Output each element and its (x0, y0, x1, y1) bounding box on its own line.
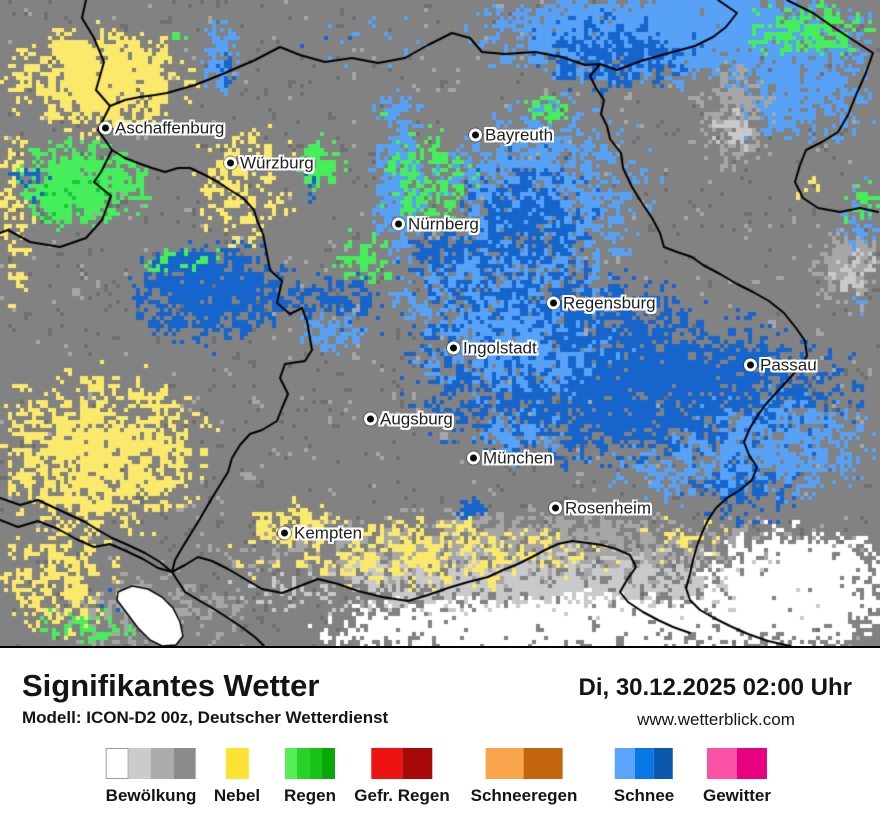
legend-item-regen: Regen (284, 748, 336, 806)
city-marker-icon (469, 128, 482, 142)
city-marker-icon (447, 341, 460, 355)
legend-color-segment (128, 748, 151, 779)
legend-swatch-bewoelkung (105, 748, 196, 779)
city-label-passau: Passau (760, 355, 817, 375)
legend-swatch-gefr-regen (371, 748, 433, 779)
legend-color-segment (150, 748, 174, 779)
city-label-bayreuth: Bayreuth (485, 125, 554, 145)
city-label-augsburg: Augsburg (380, 409, 453, 429)
model-label: Modell: ICON-D2 00z, Deutscher Wetterdie… (22, 708, 389, 727)
legend-color-segment (105, 748, 129, 779)
legend-color-segment (322, 748, 335, 779)
legend-color-segment (523, 748, 563, 779)
weather-map: Aschaffenburg Würzburg Bayreuth Nürnberg Reg… (0, 0, 880, 648)
legend-item-gewitter: Gewitter (703, 748, 771, 806)
city-bayreuth: Bayreuth (469, 127, 553, 144)
city-marker-icon (278, 526, 291, 540)
legend-row: Bewölkung Nebel Regen Gefr. Regen Schneerege… (0, 748, 880, 818)
weather-map-canvas (0, 0, 880, 646)
city-marker-icon (547, 296, 560, 310)
city-rosenheim: Rosenheim (549, 500, 651, 517)
legend-label-nebel: Nebel (213, 786, 261, 805)
city-nuernberg: Nürnberg (392, 216, 479, 233)
city-marker-icon (549, 501, 562, 515)
city-marker-icon (364, 412, 377, 426)
city-label-regensburg: Regensburg (563, 293, 656, 313)
caption-bar: Signifikantes Wetter Di, 30.12.2025 02:0… (0, 648, 880, 830)
legend-swatch-nebel (225, 748, 249, 779)
legend-label-gewitter: Gewitter (702, 786, 772, 805)
city-label-kempten: Kempten (294, 523, 363, 543)
legend-color-segment (297, 748, 310, 779)
city-marker-icon (467, 451, 480, 465)
city-label-wuerzburg: Würzburg (240, 153, 314, 173)
city-regensburg: Regensburg (547, 295, 656, 312)
city-augsburg: Augsburg (364, 411, 453, 428)
city-label-rosenheim: Rosenheim (565, 498, 651, 518)
city-ingolstadt: Ingolstadt (447, 340, 537, 357)
legend-swatch-regen (285, 748, 335, 779)
city-label-ingolstadt: Ingolstadt (463, 338, 537, 358)
legend-item-nebel: Nebel (214, 748, 260, 806)
legend-label-schneeregen: Schneeregen (470, 786, 578, 805)
city-muenchen: München (467, 450, 553, 467)
legend-label-gefr-regen: Gefr. Regen (354, 786, 450, 805)
city-marker-icon (224, 156, 237, 170)
city-kempten: Kempten (278, 525, 362, 542)
legend-color-segment (485, 748, 524, 779)
legend-item-schnee: Schnee (614, 748, 674, 806)
legend-color-segment (653, 748, 673, 779)
legend-item-bewoelkung: Bewölkung (105, 748, 197, 806)
legend-label-bewoelkung: Bewölkung (105, 786, 197, 805)
city-aschaffenburg: Aschaffenburg (99, 120, 224, 137)
legend-color-segment (614, 748, 635, 779)
city-marker-icon (744, 358, 757, 372)
legend-color-segment (707, 748, 737, 779)
legend-color-segment (371, 748, 402, 779)
legend-label-regen: Regen (284, 786, 336, 805)
page-title: Signifikantes Wetter (22, 668, 320, 703)
legend-item-schneeregen: Schneeregen (470, 748, 578, 806)
legend-color-segment (401, 748, 433, 779)
legend-label-schnee: Schnee (613, 786, 675, 805)
city-label-aschaffenburg: Aschaffenburg (115, 118, 225, 138)
legend-color-segment (310, 748, 323, 779)
city-marker-icon (99, 121, 112, 135)
legend-swatch-gewitter (707, 748, 767, 779)
legend-color-segment (173, 748, 196, 779)
city-wuerzburg: Würzburg (224, 155, 314, 172)
city-label-muenchen: München (483, 448, 553, 468)
city-label-nuernberg: Nürnberg (408, 214, 479, 234)
legend-color-segment (225, 748, 249, 779)
legend-item-gefr-regen: Gefr. Regen (354, 748, 450, 806)
legend-swatch-schneeregen (485, 748, 563, 779)
datetime-label: Di, 30.12.2025 02:00 Uhr (578, 674, 852, 701)
legend-swatch-schnee (614, 748, 673, 779)
legend-color-segment (285, 748, 298, 779)
legend-color-segment (634, 748, 654, 779)
city-marker-icon (392, 217, 405, 231)
legend-color-segment (737, 748, 767, 779)
website-label: www.wetterblick.com (637, 710, 795, 729)
city-passau: Passau (744, 357, 817, 374)
